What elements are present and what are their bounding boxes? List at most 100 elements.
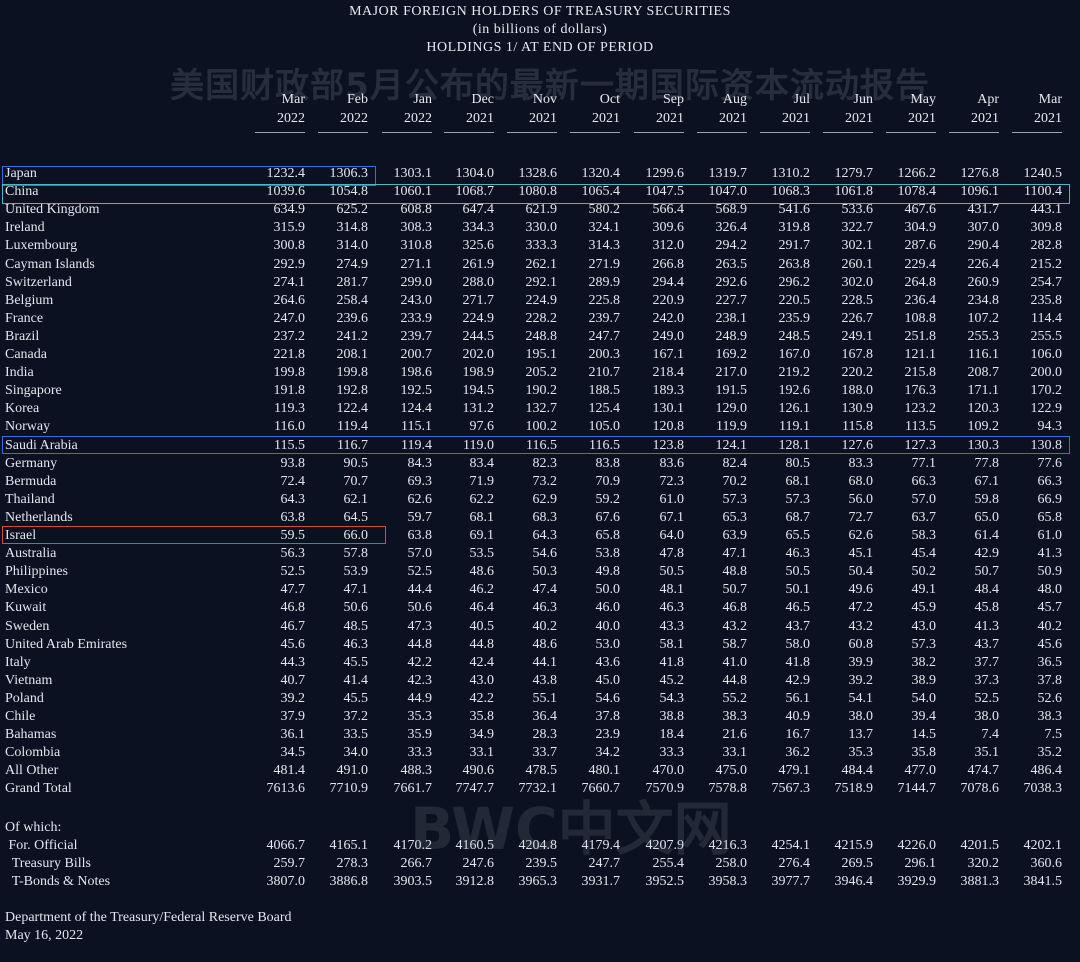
table-cell: 271.9 [588, 256, 621, 272]
table-row: Ireland 315.9 314.8 308.3 334.3 330.0 324.1 309… [0, 220, 1080, 238]
table-cell: 227.7 [715, 292, 748, 308]
table-cell: 42.4 [469, 654, 495, 670]
table-cell: 42.2 [469, 690, 495, 706]
table-cell: 238.1 [715, 310, 748, 326]
table-cell: 66.3 [1037, 473, 1063, 489]
table-cell: 64.0 [659, 528, 685, 543]
table-cell: 130.8 [1030, 437, 1063, 453]
table-cell: 4160.5 [455, 838, 495, 853]
table-cell: 191.8 [273, 383, 306, 399]
table-cell: 119.0 [463, 437, 494, 453]
table-cell: 210.7 [588, 365, 621, 381]
row-label: France [5, 310, 44, 326]
table-cell: 189.3 [652, 383, 685, 399]
table-cell: 50.9 [1037, 564, 1063, 580]
table-cell: 65.5 [785, 528, 811, 543]
table-row: France 247.0 239.6 233.9 224.9 228.2 239.7 242.… [0, 311, 1080, 329]
column-underline [382, 132, 432, 133]
table-cell: 3886.8 [329, 874, 369, 890]
column-year: 2021 [656, 111, 684, 126]
table-cell: 67.1 [659, 509, 685, 525]
row-label: Israel [5, 528, 37, 543]
table-cell: 41.4 [343, 672, 369, 688]
table-cell: 1060.1 [393, 184, 433, 200]
table-cell: 266.7 [400, 856, 433, 872]
table-cell: 82.3 [532, 455, 558, 471]
row-label: India [5, 365, 34, 381]
table-cell: 4204.8 [518, 838, 558, 853]
table-cell: 64.5 [343, 509, 369, 525]
table-cell: 57.0 [407, 546, 433, 562]
table-cell: 314.8 [336, 220, 369, 236]
table-cell: 61.0 [1037, 528, 1063, 543]
table-cell: 249.1 [841, 328, 874, 344]
table-cell: 128.1 [778, 437, 811, 453]
row-label: Canada [5, 347, 47, 362]
table-cell: 3977.7 [771, 874, 811, 890]
table-cell: 248.9 [715, 328, 748, 344]
row-label: Sweden [5, 618, 50, 634]
table-cell: 39.4 [911, 709, 937, 724]
table-row: Italy 44.3 45.5 42.2 42.4 44.1 43.6 41.8 41.0 41.… [0, 655, 1080, 673]
table-cell: 46.2 [469, 582, 495, 598]
table-cell: 113.5 [905, 419, 936, 435]
column-month: Jun [853, 92, 873, 107]
table-cell: 7144.7 [897, 781, 937, 797]
table-row: Grand Total 7613.6 7710.9 7661.7 7747.7 7732.… [0, 781, 1080, 799]
table-cell: 1304.0 [455, 166, 495, 181]
table-row: Colombia 34.5 34.0 33.3 33.1 33.7 34.2 33.3 33.1… [0, 745, 1080, 763]
table-cell: 334.3 [462, 220, 495, 236]
table-cell: 188.5 [588, 383, 621, 399]
table-row: United Kingdom 634.9 625.2 608.8 647.4 621.9 5… [0, 202, 1080, 220]
table-cell: 61.0 [659, 491, 685, 507]
table-cell: 70.7 [343, 473, 369, 489]
table-row: For. Official 4066.7 4165.1 4170.2 4160.5 420… [0, 838, 1080, 856]
table-cell: 308.3 [400, 220, 433, 236]
table-cell: 1061.8 [834, 184, 874, 200]
table-cell: 481.4 [273, 763, 306, 779]
table-cell: 40.2 [532, 618, 558, 634]
table-cell: 33.3 [659, 745, 685, 761]
row-label: Mexico [5, 582, 48, 598]
table-cell: 49.1 [911, 582, 937, 598]
table-cell: 55.1 [532, 690, 558, 706]
table-cell: 312.0 [652, 238, 685, 254]
table-cell: 320.2 [967, 856, 1000, 872]
row-label: Korea [5, 401, 40, 417]
table-cell: 1078.4 [897, 184, 937, 200]
table-cell: 243.0 [400, 292, 433, 308]
table-cell: 34.9 [469, 727, 495, 743]
table-cell: 45.9 [911, 600, 937, 616]
table-cell: 59.5 [280, 528, 306, 543]
table-cell: 46.7 [280, 618, 306, 634]
table-cell: 63.8 [407, 528, 433, 543]
table-cell: 52.6 [1037, 690, 1063, 706]
table-cell: 105.0 [588, 419, 621, 435]
table-cell: 1047.0 [708, 184, 748, 200]
table-cell: 443.1 [1030, 202, 1063, 218]
table-cell: 68.7 [785, 509, 811, 525]
table-cell: 7078.6 [960, 781, 1000, 797]
table-cell: 71.9 [469, 473, 495, 489]
table-cell: 3931.7 [581, 874, 621, 890]
table-cell: 54.1 [848, 690, 874, 706]
table-cell: 474.7 [967, 763, 1000, 779]
table-cell: 7613.6 [266, 781, 306, 797]
table-cell: 255.4 [652, 856, 685, 872]
table-cell: 199.8 [336, 365, 369, 381]
table-row: T-Bonds & Notes 3807.0 3886.8 3903.5 3912.8 3… [0, 874, 1080, 892]
table-cell: 491.0 [336, 763, 369, 779]
table-cell: 64.3 [280, 491, 306, 507]
table-cell: 580.2 [588, 202, 621, 218]
table-cell: 1279.7 [834, 166, 874, 181]
table-cell: 259.7 [273, 856, 306, 872]
table-cell: 39.9 [848, 654, 874, 670]
table-cell: 83.3 [848, 455, 874, 471]
table-cell: 72.3 [659, 473, 685, 489]
table-cell: 84.3 [407, 455, 433, 471]
table-cell: 3807.0 [266, 874, 306, 890]
table-cell: 47.4 [532, 582, 558, 598]
table-cell: 7732.1 [518, 781, 558, 797]
table-cell: 43.0 [911, 618, 937, 634]
column-year: 2022 [340, 111, 368, 126]
